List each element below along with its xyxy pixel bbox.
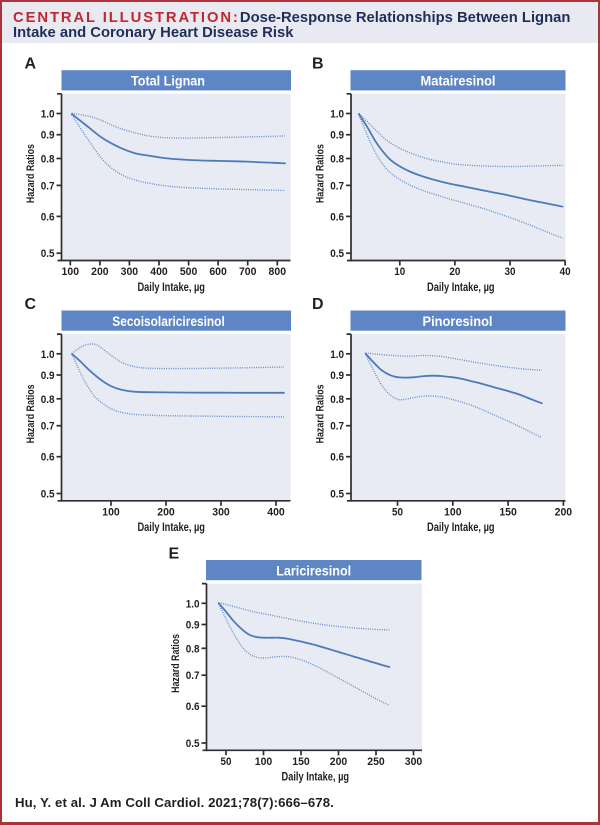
svg-text:0.9: 0.9 (330, 130, 344, 142)
svg-text:C: C (25, 296, 37, 313)
svg-text:Daily Intake, µg: Daily Intake, µg (137, 280, 205, 294)
svg-text:100: 100 (444, 506, 462, 518)
svg-text:0.7: 0.7 (186, 670, 200, 682)
svg-text:0.6: 0.6 (186, 701, 200, 713)
svg-text:40: 40 (560, 266, 571, 278)
svg-text:Total Lignan: Total Lignan (131, 74, 205, 89)
svg-text:Hazard Ratios: Hazard Ratios (25, 384, 37, 443)
svg-text:300: 300 (405, 756, 423, 768)
svg-text:0.8: 0.8 (41, 154, 55, 166)
svg-text:0.6: 0.6 (41, 211, 55, 223)
svg-text:D: D (312, 296, 324, 313)
svg-text:0.8: 0.8 (41, 394, 55, 406)
svg-text:Daily Intake, µg: Daily Intake, µg (427, 280, 495, 294)
svg-text:100: 100 (102, 506, 120, 518)
svg-text:0.5: 0.5 (330, 248, 344, 260)
svg-text:150: 150 (292, 756, 310, 768)
svg-text:0.6: 0.6 (330, 452, 344, 464)
svg-text:1.0: 1.0 (41, 349, 55, 361)
svg-text:Hazard Ratios: Hazard Ratios (314, 384, 326, 443)
svg-text:50: 50 (221, 756, 232, 768)
svg-text:400: 400 (150, 266, 168, 278)
svg-text:0.6: 0.6 (41, 452, 55, 464)
svg-text:700: 700 (239, 266, 257, 278)
svg-text:Hazard Ratios: Hazard Ratios (314, 144, 326, 203)
svg-text:250: 250 (367, 756, 385, 768)
svg-text:0.5: 0.5 (41, 489, 55, 501)
svg-text:10: 10 (394, 266, 405, 278)
svg-text:20: 20 (449, 266, 460, 278)
svg-text:0.7: 0.7 (41, 180, 55, 192)
svg-text:200: 200 (157, 506, 175, 518)
svg-text:Daily Intake, µg: Daily Intake, µg (427, 520, 495, 534)
svg-text:0.9: 0.9 (330, 370, 344, 382)
svg-text:300: 300 (121, 266, 139, 278)
svg-text:100: 100 (62, 266, 80, 278)
svg-text:A: A (25, 56, 37, 73)
svg-text:600: 600 (209, 266, 227, 278)
svg-text:0.8: 0.8 (330, 154, 344, 166)
svg-text:200: 200 (330, 756, 348, 768)
svg-text:0.9: 0.9 (41, 370, 55, 382)
svg-text:B: B (312, 56, 324, 73)
svg-text:1.0: 1.0 (186, 598, 200, 610)
svg-text:150: 150 (499, 506, 517, 518)
svg-text:Hazard Ratios: Hazard Ratios (25, 144, 37, 203)
svg-text:E: E (169, 545, 180, 562)
svg-text:Daily Intake, µg: Daily Intake, µg (282, 770, 350, 784)
svg-text:0.5: 0.5 (330, 489, 344, 501)
svg-text:300: 300 (212, 506, 230, 518)
svg-text:Hazard Ratios: Hazard Ratios (170, 634, 182, 693)
svg-text:800: 800 (269, 266, 287, 278)
svg-text:Secoisolariciresinol: Secoisolariciresinol (112, 314, 225, 329)
svg-text:400: 400 (267, 506, 285, 518)
svg-text:0.5: 0.5 (186, 738, 200, 750)
svg-text:Daily Intake, µg: Daily Intake, µg (137, 520, 205, 534)
svg-text:30: 30 (505, 266, 516, 278)
svg-text:1.0: 1.0 (330, 349, 344, 361)
svg-text:0.9: 0.9 (41, 130, 55, 142)
svg-text:0.7: 0.7 (330, 421, 344, 433)
svg-text:0.5: 0.5 (41, 248, 55, 260)
svg-text:200: 200 (555, 506, 573, 518)
svg-text:1.0: 1.0 (41, 109, 55, 121)
svg-text:200: 200 (91, 266, 109, 278)
svg-text:0.7: 0.7 (330, 180, 344, 192)
svg-text:100: 100 (255, 756, 273, 768)
svg-text:500: 500 (180, 266, 198, 278)
svg-text:0.7: 0.7 (41, 421, 55, 433)
svg-text:Pinoresinol: Pinoresinol (423, 314, 493, 329)
svg-text:Matairesinol: Matairesinol (421, 74, 496, 89)
svg-text:50: 50 (392, 506, 403, 518)
svg-text:0.8: 0.8 (186, 643, 200, 655)
svg-text:0.8: 0.8 (330, 394, 344, 406)
svg-text:1.0: 1.0 (330, 109, 344, 121)
svg-text:Lariciresinol: Lariciresinol (276, 563, 351, 578)
svg-text:0.6: 0.6 (330, 211, 344, 223)
svg-text:0.9: 0.9 (186, 620, 200, 632)
